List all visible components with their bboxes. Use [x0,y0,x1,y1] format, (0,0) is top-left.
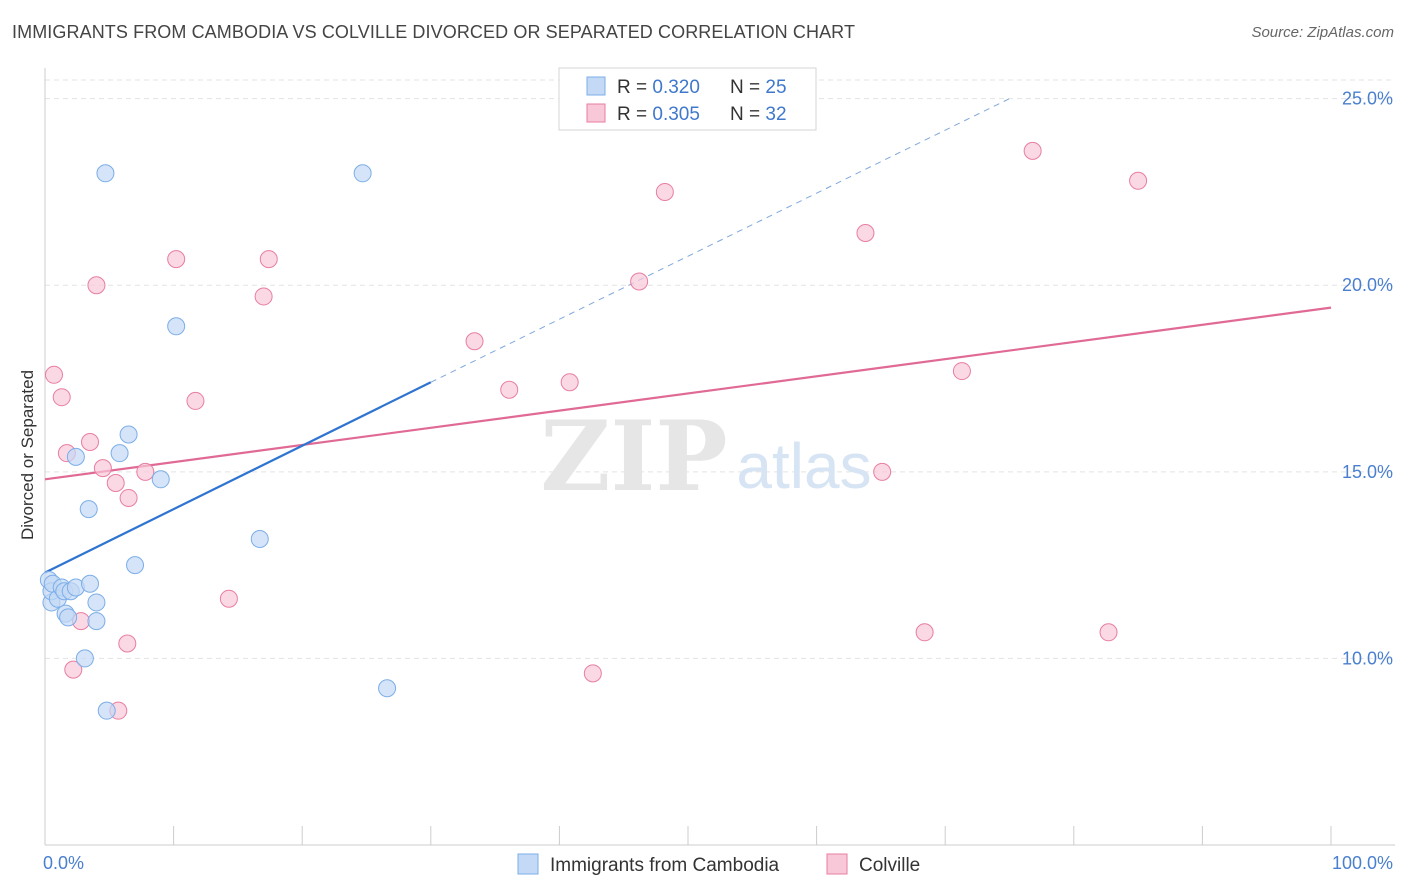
point-cambodia [75,649,94,668]
stats-row: R = 0.320 N = 25 [617,77,787,98]
point-colville [93,459,112,478]
point-colville [254,287,273,306]
stats-row: R = 0.305 N = 32 [617,104,787,125]
point-colville [655,182,674,201]
point-cambodia [126,556,145,575]
data-points [39,141,1148,720]
point-colville [136,462,155,481]
point-colville [219,589,238,608]
y-tick-label: 25.0% [1342,89,1393,109]
n-value: 32 [765,104,786,125]
watermark-atlas: atlas [736,430,871,502]
stats-swatch [586,103,606,123]
point-colville [630,272,649,291]
point-colville [81,432,100,451]
r-label: R = [617,77,652,98]
point-colville [87,276,106,295]
point-colville [873,462,892,481]
point-cambodia [378,679,397,698]
y-tick-label: 10.0% [1342,648,1393,668]
point-colville [1099,623,1118,642]
point-cambodia [151,470,170,489]
watermark: ZIP atlas [540,400,871,513]
point-colville [64,660,83,679]
legend-label-colville: Colville [859,855,920,876]
point-cambodia [353,164,372,183]
point-cambodia [167,317,186,336]
x-tick-label-end: 100.0% [1332,853,1393,873]
point-cambodia [119,425,138,444]
legend: Immigrants from Cambodia Colville [517,853,920,876]
point-cambodia [66,447,85,466]
y-tick-labels: 10.0% 15.0% 20.0% 25.0% [1342,89,1393,669]
gridlines [45,79,1395,659]
point-cambodia [59,608,78,627]
point-colville [583,664,602,683]
point-colville [1129,171,1148,190]
legend-swatch-cambodia [517,853,539,875]
point-colville [952,362,971,381]
point-cambodia [110,444,129,463]
trendline-colville [44,306,1332,481]
point-colville [560,373,579,392]
point-cambodia [87,612,106,631]
trendline-cambodia [44,381,432,574]
point-cambodia [81,574,100,593]
trendlines [44,98,1332,574]
point-cambodia [87,593,106,612]
point-colville [186,391,205,410]
r-value: 0.320 [652,77,700,98]
point-cambodia [97,701,116,720]
n-label: N = [730,104,765,125]
point-cambodia [79,500,98,519]
point-colville [52,388,71,407]
point-colville [1023,141,1042,160]
trendline-cambodia-extension [430,98,1010,383]
legend-label-cambodia: Immigrants from Cambodia [550,855,780,876]
axes [44,68,1395,846]
legend-swatch-colville [826,853,848,875]
point-colville [45,365,64,384]
x-tick-label-start: 0.0% [43,853,84,873]
point-cambodia [96,164,115,183]
point-colville [465,332,484,351]
stats-legend-box: R = 0.320 N = 25 R = 0.305 N = 32 [558,67,817,131]
point-colville [167,250,186,269]
stats-swatch [586,76,606,96]
chart-title: IMMIGRANTS FROM CAMBODIA VS COLVILLE DIV… [12,22,856,42]
point-colville [915,623,934,642]
point-colville [118,634,137,653]
x-tick-labels: 0.0% 100.0% [43,853,1393,873]
point-colville [500,380,519,399]
source-label: Source: ZipAtlas.com [1251,24,1394,41]
point-colville [119,488,138,507]
point-colville [259,250,278,269]
watermark-zip: ZIP [540,400,727,513]
point-colville [856,224,875,242]
y-tick-label: 15.0% [1342,462,1393,482]
n-value: 25 [765,77,786,98]
r-value: 0.305 [652,104,700,125]
y-tick-label: 20.0% [1342,275,1393,295]
n-label: N = [730,77,765,98]
r-label: R = [617,104,652,125]
point-colville [106,474,125,493]
point-cambodia [250,530,269,548]
